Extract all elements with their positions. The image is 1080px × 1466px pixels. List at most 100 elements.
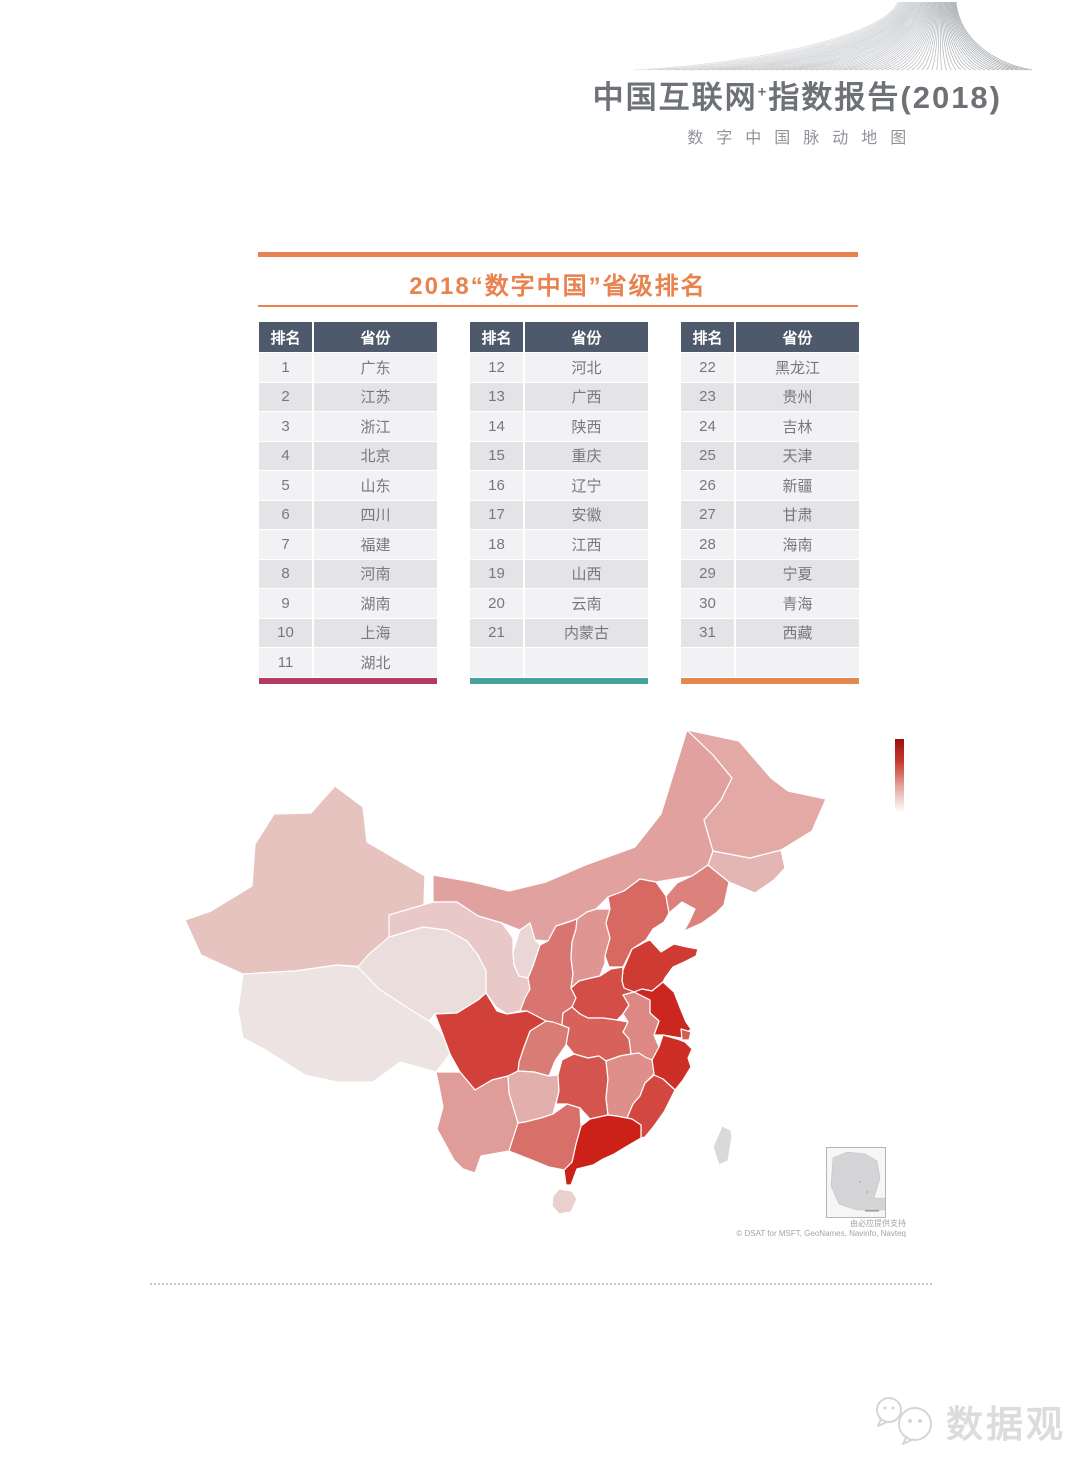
rank-cell: 31 — [681, 618, 734, 647]
rank-header: 排名 — [681, 322, 734, 352]
rank-header: 排名 — [470, 322, 523, 352]
table-row: 4 北京 — [259, 441, 437, 470]
table-row: 24 吉林 — [681, 412, 859, 441]
province-cell: 江苏 — [314, 382, 437, 411]
province-cell: 湖北 — [314, 648, 437, 677]
rank-cell: 25 — [681, 441, 734, 470]
rank-cell: 26 — [681, 471, 734, 500]
province-cell: 西藏 — [736, 618, 859, 647]
table-row: 11 湖北 — [259, 648, 437, 677]
rank-cell: 24 — [681, 412, 734, 441]
table-header-row: 排名 省份 — [259, 322, 437, 352]
province-cell: 陕西 — [525, 412, 648, 441]
table-row: 5 山东 — [259, 471, 437, 500]
province-cell: 重庆 — [525, 441, 648, 470]
rank-cell: 23 — [681, 382, 734, 411]
table-body: 1 广东 2 江苏 3 浙江 4 北京 5 山东 6 四川 7 福建 8 河南 9 湖南 10 上海 11 湖北 — [259, 353, 437, 677]
province-cell: 青海 — [736, 589, 859, 618]
province-tibet — [237, 964, 451, 1083]
region-taiwan — [712, 1125, 733, 1166]
province-cell: 内蒙古 — [525, 618, 648, 647]
table-row: 17 安徽 — [470, 500, 648, 529]
table-row: 21 内蒙古 — [470, 618, 648, 647]
province-cell: 北京 — [314, 441, 437, 470]
province-liaoning — [665, 864, 730, 932]
ranking-table-1: 排名 省份 1 广东 2 江苏 3 浙江 4 北京 5 山东 6 四川 7 福建 8 河南 9 湖南 10 上海 11 湖… — [259, 322, 437, 684]
table-row: 2 江苏 — [259, 382, 437, 411]
table-row: 23 贵州 — [681, 382, 859, 411]
table-row — [470, 648, 648, 677]
province-cell: 云南 — [525, 589, 648, 618]
china-choropleth-map — [184, 729, 827, 1215]
province-heilongjiang — [686, 729, 827, 859]
province-cell: 河南 — [314, 559, 437, 588]
rank-cell: 13 — [470, 382, 523, 411]
province-cell: 湖南 — [314, 589, 437, 618]
map-attribution-copyright: © DSAT for MSFT, GeoNames, Navinfo, Navt… — [736, 1229, 906, 1238]
report-title-plus: + — [757, 83, 769, 101]
table-accent-bar — [259, 677, 437, 684]
province-cell: 河北 — [525, 353, 648, 382]
province-hainan — [551, 1188, 578, 1215]
rank-cell: 27 — [681, 500, 734, 529]
map-attribution: 由必应提供支持 © DSAT for MSFT, GeoNames, Navin… — [736, 1219, 906, 1239]
rank-cell: 18 — [470, 530, 523, 559]
table-row: 19 山西 — [470, 559, 648, 588]
rank-cell — [470, 648, 523, 677]
table-row: 22 黑龙江 — [681, 353, 859, 382]
province-cell: 江西 — [525, 530, 648, 559]
province-cell: 新疆 — [736, 471, 859, 500]
table-row: 12 河北 — [470, 353, 648, 382]
table-row: 13 广西 — [470, 382, 648, 411]
rank-cell: 8 — [259, 559, 312, 588]
province-cell: 上海 — [314, 618, 437, 647]
province-cell: 安徽 — [525, 500, 648, 529]
table-row: 10 上海 — [259, 618, 437, 647]
province-cell: 黑龙江 — [736, 353, 859, 382]
rank-cell: 30 — [681, 589, 734, 618]
province-cell: 广东 — [314, 353, 437, 382]
watermark-logo: 数据观 — [869, 1394, 1066, 1448]
rank-cell: 11 — [259, 648, 312, 677]
report-title-main: 中国互联网 — [592, 80, 758, 115]
rank-cell: 9 — [259, 589, 312, 618]
south-china-sea-inset-map — [826, 1147, 1080, 1218]
province-hebei — [604, 878, 670, 968]
table-body: 12 河北 13 广西 14 陕西 15 重庆 16 辽宁 17 安徽 18 江西 19 山西 20 云南 21 内蒙… — [470, 353, 648, 677]
province-cell: 广西 — [525, 382, 648, 411]
rank-cell: 28 — [681, 530, 734, 559]
rank-cell: 17 — [470, 500, 523, 529]
table-row: 26 新疆 — [681, 471, 859, 500]
rank-cell: 10 — [259, 618, 312, 647]
province-guangxi — [508, 1103, 582, 1171]
dotted-separator — [150, 1283, 932, 1285]
province-shanghai — [680, 1028, 692, 1041]
rank-cell: 1 — [259, 353, 312, 382]
rank-cell: 7 — [259, 530, 312, 559]
table-row — [681, 648, 859, 677]
map-color-legend — [895, 739, 904, 812]
table-row: 15 重庆 — [470, 441, 648, 470]
table-row: 31 西藏 — [681, 618, 859, 647]
province-header: 省份 — [736, 322, 859, 352]
province-cell: 贵州 — [736, 382, 859, 411]
table-row: 16 辽宁 — [470, 471, 648, 500]
ranking-table-2: 排名 省份 12 河北 13 广西 14 陕西 15 重庆 16 辽宁 17 安徽 18 江西 19 山西 20… — [470, 322, 648, 684]
report-title-rest: 指数报告 — [768, 80, 901, 115]
table-row: 14 陕西 — [470, 412, 648, 441]
province-cell: 山西 — [525, 559, 648, 588]
table-row: 18 江西 — [470, 530, 648, 559]
province-cell: 吉林 — [736, 412, 859, 441]
table-row: 6 四川 — [259, 500, 437, 529]
province-header: 省份 — [525, 322, 648, 352]
table-header-row: 排名 省份 — [681, 322, 859, 352]
report-header: 中国互联网+指数报告(2018) 数字中国脉动地图 — [593, 72, 1002, 148]
province-cell: 辽宁 — [525, 471, 648, 500]
province-yunnan — [435, 1071, 519, 1174]
table-row: 25 天津 — [681, 441, 859, 470]
rank-cell: 20 — [470, 589, 523, 618]
report-title: 中国互联网+指数报告(2018) — [593, 72, 1002, 117]
inset-map-graphic — [827, 1148, 1080, 1217]
chat-bubbles-icon — [876, 1397, 932, 1445]
rank-cell: 19 — [470, 559, 523, 588]
